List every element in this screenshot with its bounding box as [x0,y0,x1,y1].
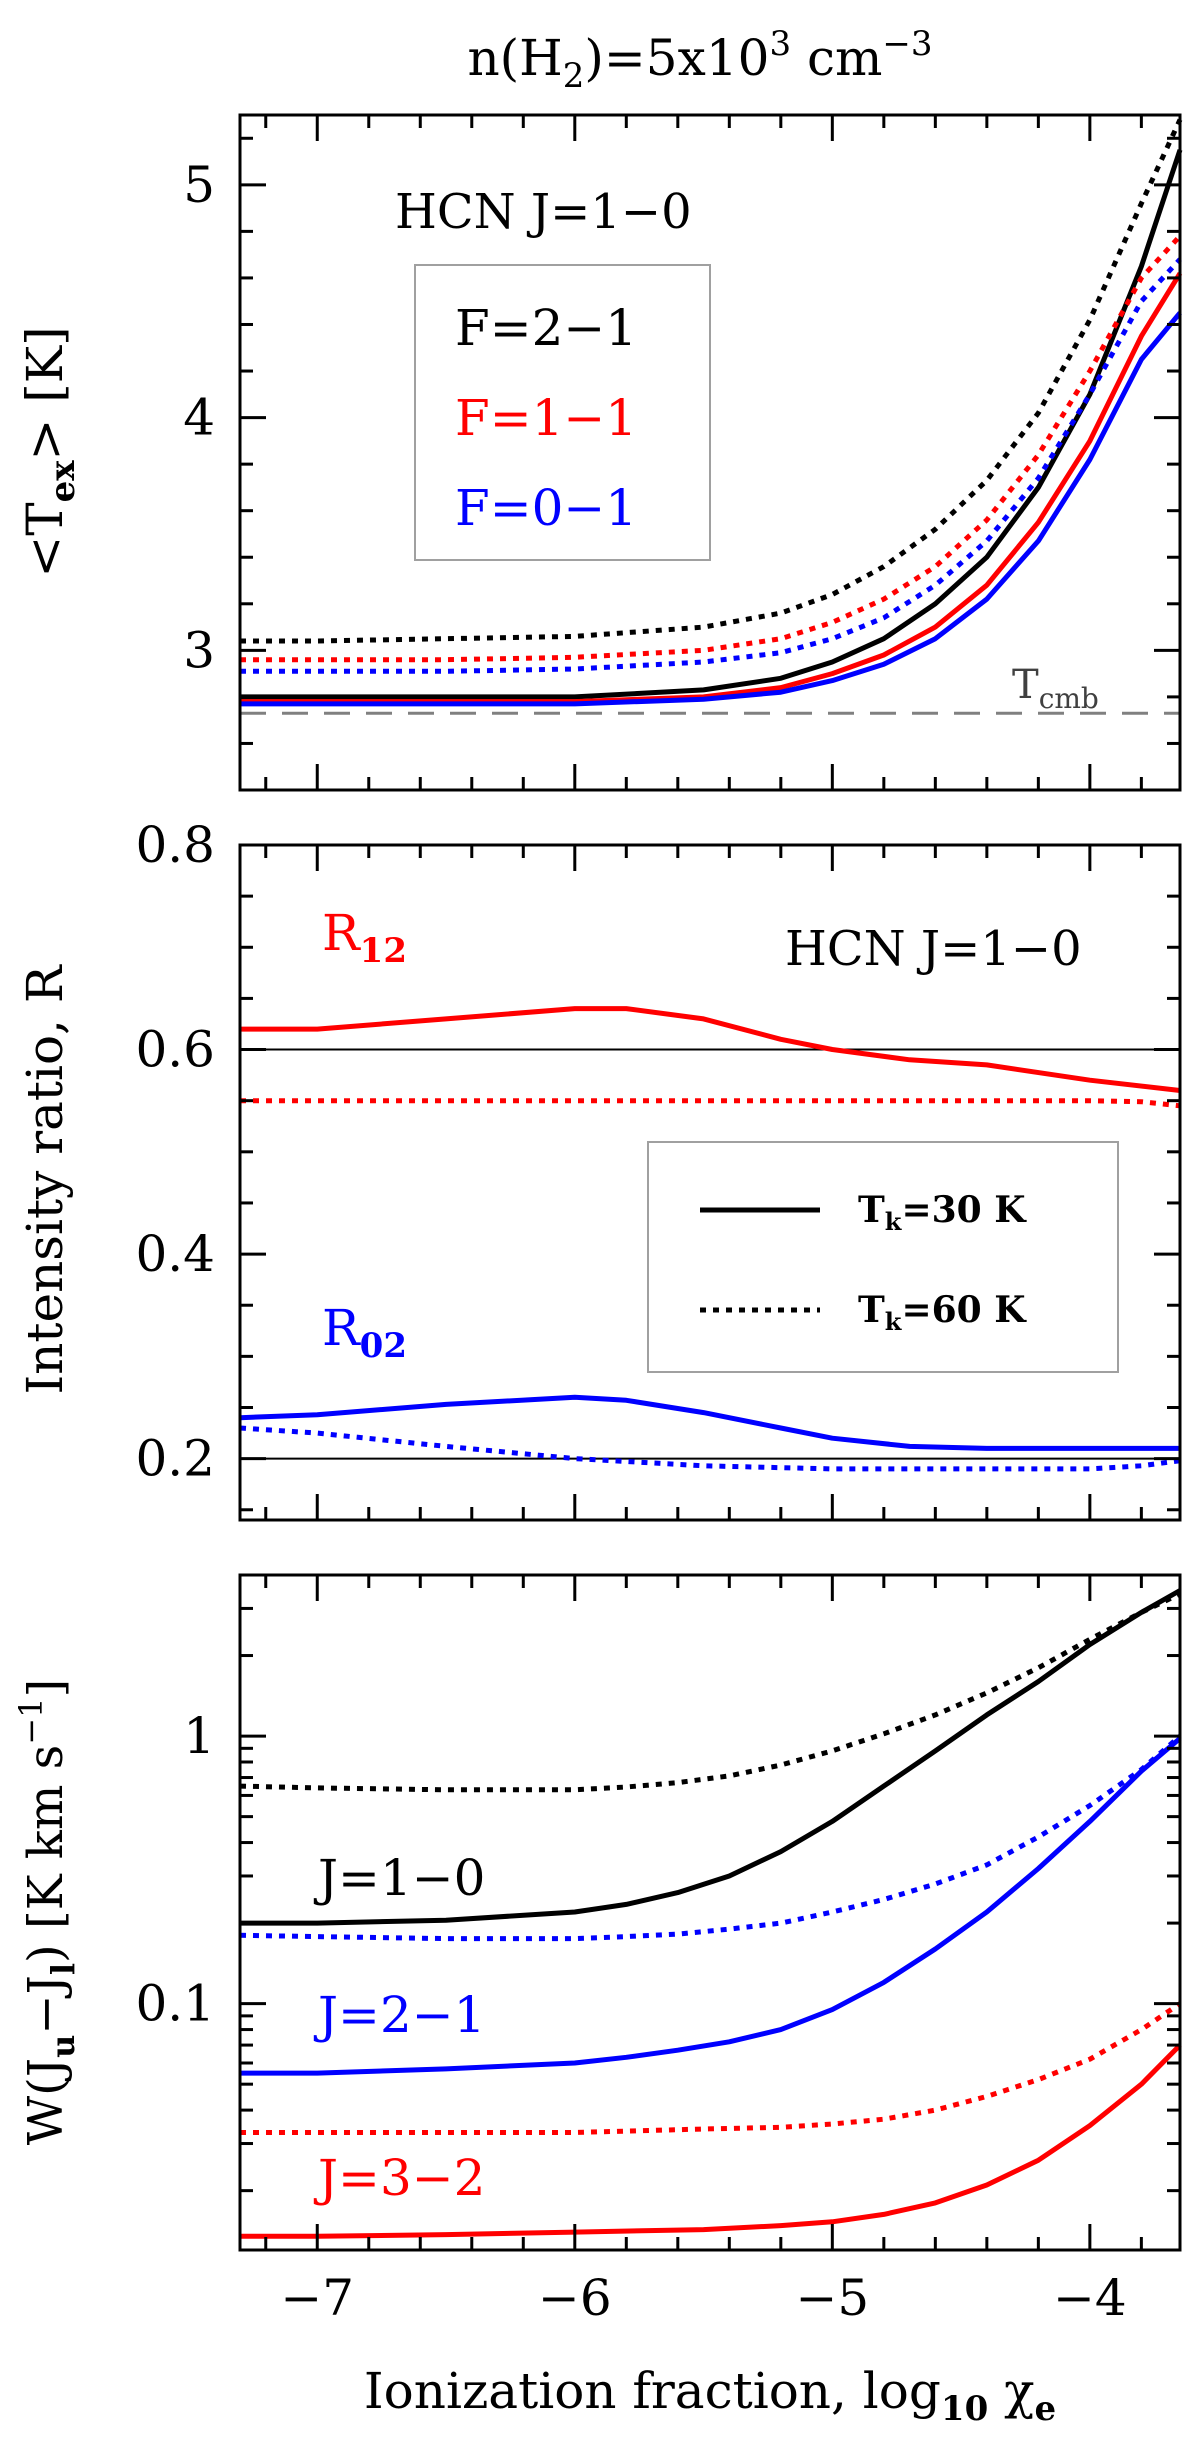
x-tick-label: −6 [538,2269,612,2327]
middle-curves [239,1006,1181,1472]
top-ylabel: <Tex> [K] [16,326,83,577]
top-frame [238,113,1182,792]
y-tick-label: 0.6 [135,1021,215,1079]
bottom-ticks [240,1573,1180,2250]
legend-item-tk30: Tk=30 K [858,1189,1027,1236]
y-tick-label: 0.4 [135,1225,215,1283]
middle-frame [238,843,1182,1522]
y-tick-label: 0.2 [135,1430,215,1488]
series-f-0-1 [240,311,1182,707]
panel-bottom: 0.11 W(Ju−Jl) [K km s−1] J=1−0 J=2−1 J=3… [12,1573,1182,2252]
series-j-1-0-tk-60-k [239,1591,1182,1793]
legend-item-f21: F=2−1 [455,299,637,357]
y-tick-label: 0.1 [135,1975,215,2033]
legend-item-f01: F=0−1 [455,479,637,537]
top-ticks [240,115,1180,792]
panel-middle: 0.2 0.4 0.6 0.8 Intensity ratio, R HCN J=1−… [16,816,1182,1522]
middle-legend-box [647,1141,1119,1373]
y-tick-label: 3 [183,621,215,679]
y-tick-label: 4 [183,389,215,447]
legend-item-tk60: Tk=60 K [858,1289,1027,1336]
series-j-3-2-tk-30-k [240,2043,1182,2239]
series-j-2-1-tk-60-k [239,1734,1182,1942]
series-r12-tk-60-k [240,1098,1181,1109]
top-ytick-labels: 3 4 5 [183,156,215,680]
top-legend-box [414,264,711,561]
top-curves [240,118,1183,707]
y-tick-label: 1 [183,1707,215,1765]
y-tick-label: 0.8 [135,816,215,874]
top-panel-title: HCN J=1−0 [395,184,692,240]
x-tick-label: −5 [795,2269,869,2327]
series-r02-tk-30-k [239,1394,1180,1451]
series-j-3-2-tk-60-k [240,2001,1182,2135]
bottom-curves [239,1588,1182,2239]
figure-title: n(H2)=5x103 cm−3 [467,24,932,96]
legend-item-f11: F=1−1 [455,389,637,447]
middle-panel-title: HCN J=1−0 [785,921,1082,977]
y-tick-label: 5 [183,156,215,214]
bottom-ytick-labels: 0.11 [135,1707,215,2033]
bottom-ylabel: W(Ju−Jl) [K km s−1] [12,1679,82,2145]
series-f-2-1-60-k [240,118,1183,644]
tcmb-label: Tcmb [1012,662,1099,715]
series-f-1-1-60-k [240,234,1182,663]
r12-label: R12 [322,904,407,971]
r02-label: R02 [322,1299,407,1366]
series-r12-tk-30-k [240,1006,1181,1093]
label-j21: J=2−1 [313,1986,485,2044]
label-j32: J=3−2 [313,2149,485,2207]
bottom-frame [238,1573,1182,2252]
x-tick-label: −7 [280,2269,354,2327]
series-j-1-0-tk-30-k [240,1588,1182,1926]
x-axis-label: Ionization fraction, log10 χe [364,2362,1056,2429]
label-j10: J=1−0 [313,1849,485,1907]
x-tick-label: −4 [1053,2269,1127,2327]
series-j-2-1-tk-30-k [240,1736,1182,2076]
middle-ticks [240,843,1180,1520]
middle-ytick-labels: 0.2 0.4 0.6 0.8 [135,816,215,1488]
panel-top: 3 4 5 <Tex> [K] HCN J=1−0 F=2−1 F=1−1 F=0−… [16,113,1183,792]
x-tick-labels: −7 −6 −5 −4 [280,2269,1126,2327]
middle-ylabel: Intensity ratio, R [16,964,74,1394]
